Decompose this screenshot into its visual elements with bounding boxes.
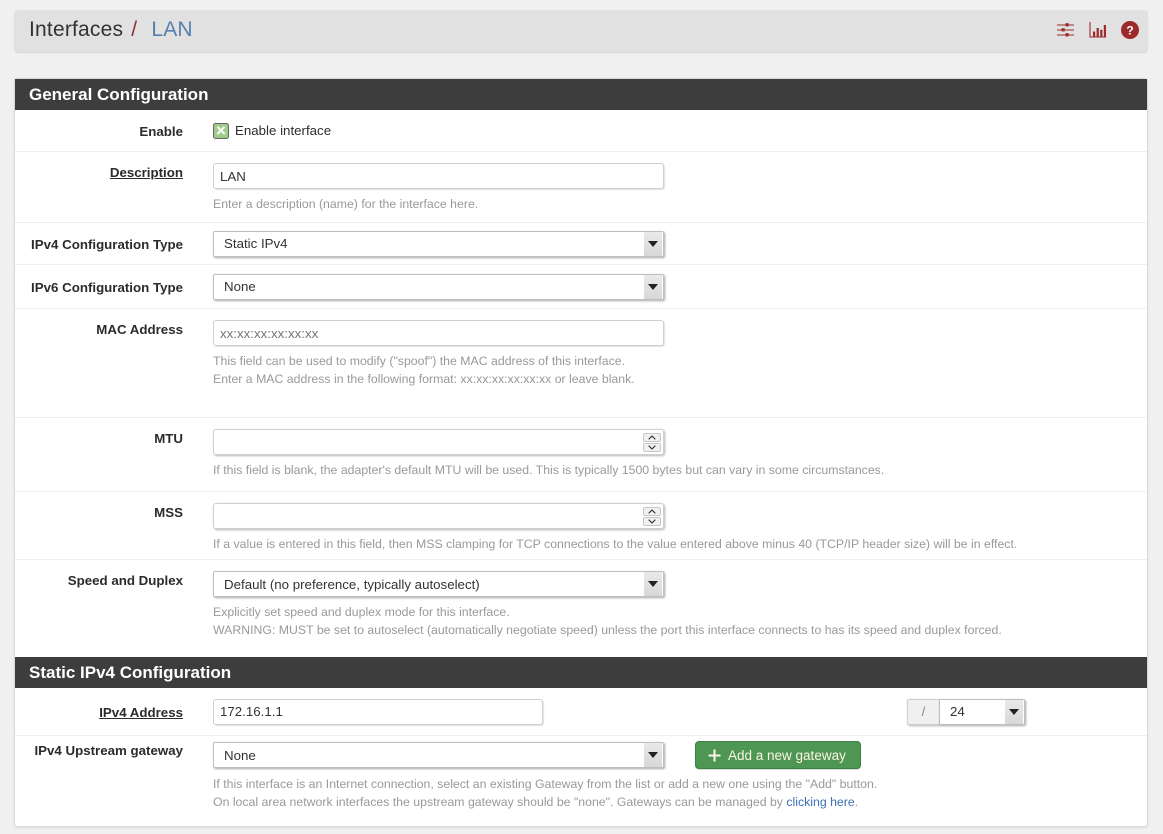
svg-text:?: ? xyxy=(1126,24,1133,38)
